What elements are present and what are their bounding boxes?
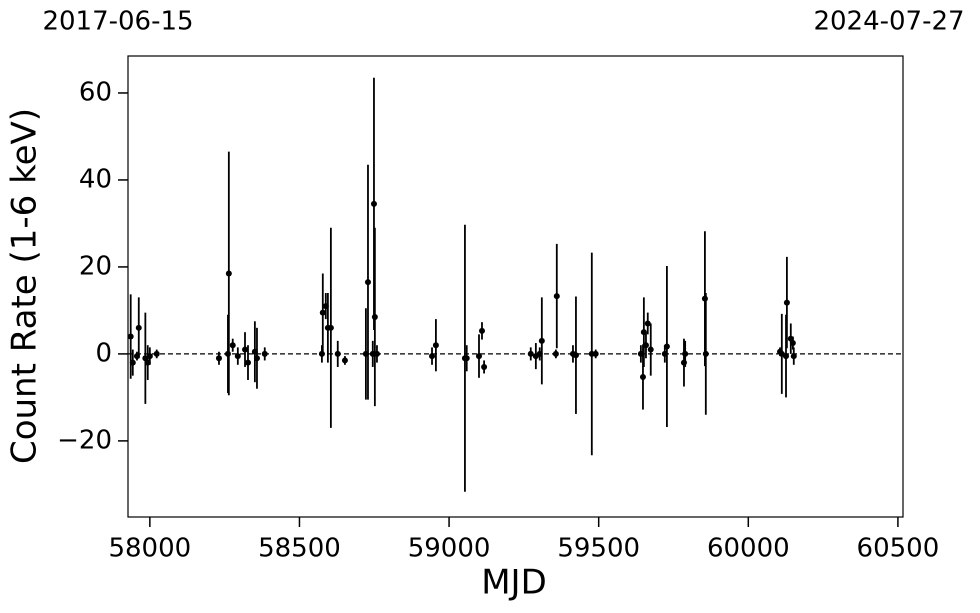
y-tick-label: −20 bbox=[57, 425, 112, 455]
data-point bbox=[364, 279, 371, 286]
data-point bbox=[663, 343, 670, 350]
data-point bbox=[783, 299, 790, 306]
data-point bbox=[229, 342, 236, 349]
data-point bbox=[319, 309, 326, 316]
data-point bbox=[538, 337, 545, 344]
data-point bbox=[253, 355, 260, 362]
data-point bbox=[241, 346, 248, 353]
y-tick-label: 60 bbox=[79, 77, 112, 107]
data-point bbox=[373, 350, 380, 357]
data-point bbox=[680, 359, 687, 366]
data-point bbox=[475, 353, 482, 360]
data-point bbox=[790, 353, 797, 360]
data-point bbox=[783, 353, 790, 360]
data-point bbox=[318, 350, 325, 357]
x-tick-label: 59000 bbox=[408, 534, 491, 564]
data-point bbox=[682, 350, 689, 357]
data-point bbox=[552, 350, 559, 357]
x-tick-label: 59500 bbox=[557, 534, 640, 564]
top-label: 2024-07-27 bbox=[813, 7, 964, 37]
data-point bbox=[244, 359, 251, 366]
x-tick-label: 58500 bbox=[258, 534, 341, 564]
data-point bbox=[261, 350, 268, 357]
data-point bbox=[481, 363, 488, 370]
data-point bbox=[327, 324, 334, 331]
data-point bbox=[478, 327, 485, 334]
data-point bbox=[234, 353, 241, 360]
x-tick-label: 60000 bbox=[707, 534, 790, 564]
plot-frame bbox=[127, 55, 904, 518]
data-point bbox=[527, 350, 534, 357]
data-point bbox=[153, 350, 160, 357]
data-point bbox=[370, 200, 377, 207]
data-point bbox=[463, 355, 470, 362]
data-point bbox=[647, 346, 654, 353]
data-point bbox=[432, 342, 439, 349]
data-point bbox=[341, 357, 348, 364]
data-point bbox=[702, 350, 709, 357]
data-point bbox=[553, 293, 560, 300]
data-point bbox=[572, 352, 579, 359]
x-axis-label: MJD bbox=[481, 563, 547, 603]
data-point bbox=[129, 359, 136, 366]
data-point bbox=[225, 270, 232, 277]
data-point bbox=[334, 350, 341, 357]
data-point bbox=[215, 355, 222, 362]
top-label: 2017-06-15 bbox=[42, 7, 193, 37]
data-point bbox=[639, 373, 646, 380]
data-point bbox=[127, 333, 134, 340]
data-point bbox=[146, 353, 153, 360]
x-tick-label: 60500 bbox=[857, 534, 940, 564]
data-point bbox=[371, 313, 378, 320]
data-point bbox=[135, 324, 142, 331]
y-tick-label: 0 bbox=[95, 338, 112, 368]
data-point bbox=[592, 350, 599, 357]
y-tick-label: 20 bbox=[79, 251, 112, 281]
x-tick-label: 58000 bbox=[108, 534, 191, 564]
y-axis-label: Count Rate (1-6 keV) bbox=[5, 108, 45, 464]
y-tick-label: 40 bbox=[79, 164, 112, 194]
data-point bbox=[429, 353, 436, 360]
data-point bbox=[789, 340, 796, 347]
data-point bbox=[644, 320, 651, 327]
data-point bbox=[642, 342, 649, 349]
